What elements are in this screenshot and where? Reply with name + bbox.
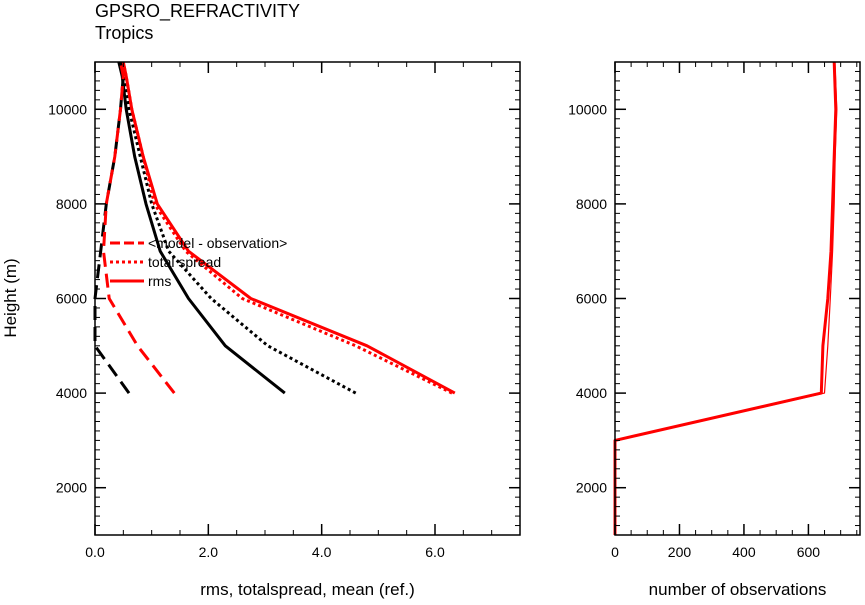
right-x-tick-label: 600	[797, 544, 821, 560]
left-series-line-5	[121, 61, 456, 395]
left-y-tick-label: 4000	[56, 385, 87, 401]
left-x-tick-label: 4.0	[312, 544, 332, 560]
right-series-line-1	[614, 61, 838, 535]
right-plot-frame	[614, 61, 861, 536]
right-x-tick-label: 400	[732, 544, 756, 560]
chart-subtitle: Tropics	[95, 23, 153, 43]
right-x-tick-label: 0	[611, 544, 619, 560]
right-series-line-0	[613, 61, 838, 535]
left-y-tick-label: 6000	[56, 291, 87, 307]
left-axes-group: 0.0 2.0 4.0 6.0 2000 4000 6000 8000 10000	[48, 61, 521, 560]
right-y-tick-label: 8000	[576, 196, 607, 212]
right-series-group	[613, 61, 838, 535]
right-y-tick-label: 2000	[576, 480, 607, 496]
left-x-tick-label: 0.0	[85, 544, 105, 560]
left-series-line-3	[102, 61, 176, 395]
right-x-axis-label: number of observations	[649, 580, 827, 599]
legend-label-2: rms	[148, 273, 171, 289]
left-x-axis-label: rms, totalspread, mean (ref.)	[200, 580, 414, 599]
right-x-tick-label: 200	[668, 544, 692, 560]
y-axis-label: Height (m)	[1, 258, 20, 337]
left-series-group	[93, 61, 456, 395]
legend-label-0: <model - observation>	[148, 235, 287, 251]
left-series-line-1	[119, 61, 357, 395]
chart-title: GPSRO_REFRACTIVITY	[95, 1, 300, 22]
left-plot-frame	[94, 61, 521, 536]
right-axes-group: 0 200 400 600 2000 4000 6000 8000 10000	[568, 61, 861, 560]
left-series-line-2	[117, 61, 286, 395]
right-y-tick-label: 4000	[576, 385, 607, 401]
left-y-tick-label: 8000	[56, 196, 87, 212]
legend: <model - observation> total spread rms	[110, 235, 287, 289]
right-y-tick-label: 6000	[576, 291, 607, 307]
left-x-tick-label: 2.0	[199, 544, 219, 560]
right-y-tick-label: 10000	[568, 101, 607, 117]
left-series-line-0	[93, 61, 131, 394]
left-panel: 0.0 2.0 4.0 6.0 2000 4000 6000 8000 10000 <model…	[1, 61, 521, 599]
left-y-tick-label: 2000	[56, 480, 87, 496]
right-panel: 0 200 400 600 2000 4000 6000 8000 10000 number o…	[568, 61, 861, 599]
left-x-tick-label: 6.0	[425, 544, 445, 560]
legend-label-1: total spread	[148, 254, 221, 270]
left-y-tick-label: 10000	[48, 101, 87, 117]
